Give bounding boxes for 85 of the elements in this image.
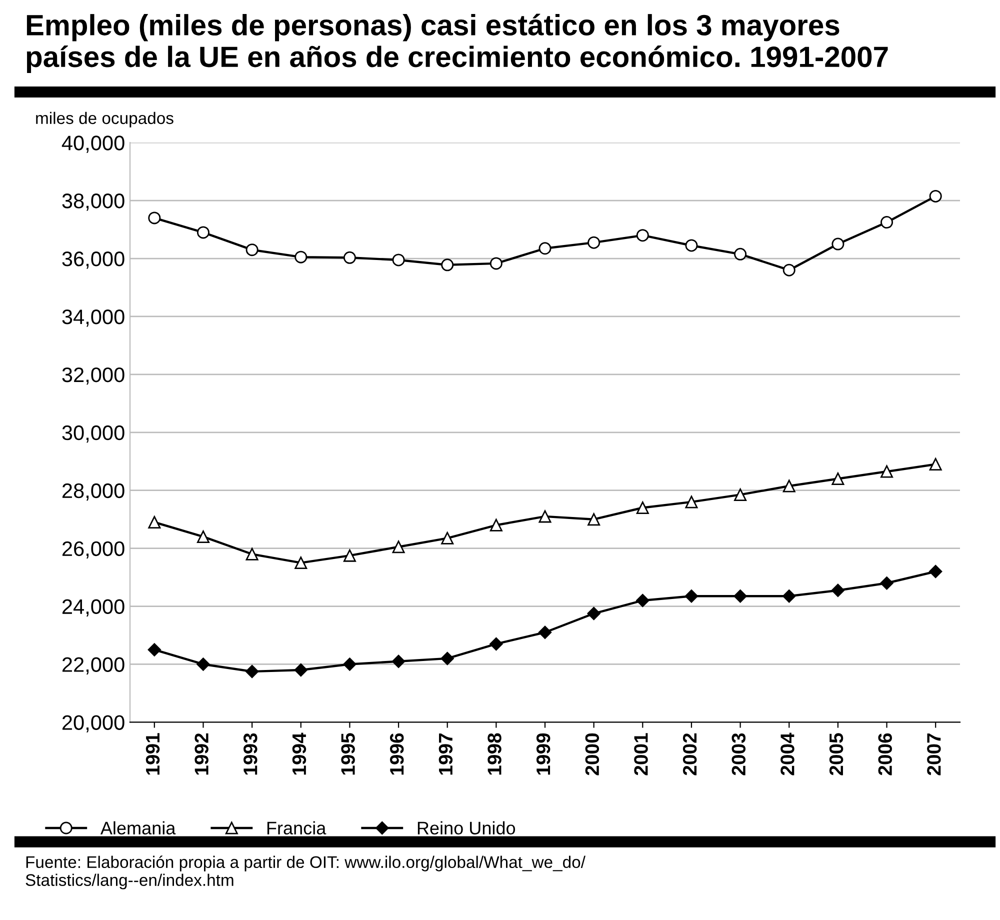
point [685, 239, 698, 252]
point [685, 496, 698, 508]
y-tick-label: 24,000 [62, 599, 124, 616]
point [441, 258, 454, 272]
point [636, 229, 649, 242]
point [782, 480, 796, 492]
chart-title: Empleo (miles de personas) casi estático en los 3 mayores países de la UE en años de crecimiento económico. 1991-2007 [26, 14, 888, 73]
y-tick-label: 30,000 [62, 425, 124, 443]
y-tick-label: 26,000 [62, 541, 124, 559]
x-tick-label: 1993 [244, 733, 258, 775]
y-tick-label: 20,000 [62, 715, 124, 732]
point [246, 548, 258, 560]
x-tick-label: 1998 [488, 733, 502, 775]
y-tick-label: 22,000 [62, 657, 124, 674]
x-tick-label: 1994 [292, 732, 306, 775]
point [392, 540, 405, 554]
point [441, 532, 454, 544]
x-tick-label: 2005 [829, 733, 844, 776]
point [196, 658, 210, 671]
point [196, 530, 210, 543]
point [929, 190, 942, 202]
point [343, 549, 356, 562]
point [246, 244, 258, 256]
point [538, 510, 552, 523]
legend-label: Reino Unido [418, 821, 516, 835]
y-tick-label: 34,000 [62, 309, 124, 327]
point [490, 637, 503, 651]
point [343, 251, 356, 264]
point [196, 226, 210, 239]
x-tick-label: 1995 [341, 733, 355, 775]
point [587, 606, 600, 620]
y-tick-label: 32,000 [62, 367, 124, 385]
x-tick-label: 1997 [438, 733, 453, 775]
point [734, 488, 747, 501]
x-tick-label: 2003 [732, 733, 746, 776]
point [294, 556, 308, 570]
x-tick-label: 2006 [878, 733, 892, 776]
source-note: Fuente: Elaboración propia a partir de OIT: www.ilo.org/global/What_we_do/ Statistics/lang--en/index.htm [26, 856, 586, 890]
point [734, 590, 747, 603]
point [392, 654, 406, 668]
point [490, 518, 502, 532]
point [343, 658, 356, 671]
point [294, 663, 308, 677]
y-axis-title: miles de ocupados [36, 112, 174, 128]
point [880, 465, 894, 478]
point [831, 584, 845, 597]
point [636, 502, 649, 514]
point [490, 257, 502, 270]
point [929, 564, 942, 578]
point [929, 458, 942, 471]
point [734, 248, 747, 260]
point [636, 594, 650, 608]
legend-label: Alemania [100, 821, 176, 835]
x-tick-label: 2004 [780, 732, 794, 776]
point [538, 242, 552, 255]
point [392, 254, 405, 266]
x-tick-label: 2002 [682, 733, 697, 776]
x-tick-label: 1999 [536, 733, 550, 775]
point [684, 590, 698, 603]
x-tick-label: 2000 [585, 733, 600, 776]
point [832, 238, 844, 250]
point [538, 626, 552, 639]
point [588, 236, 600, 249]
legend-label: Francia [267, 821, 326, 835]
point [832, 472, 844, 486]
point [880, 216, 894, 229]
y-tick-label: 28,000 [62, 483, 124, 501]
point [294, 250, 308, 264]
x-tick-label: 1992 [194, 733, 208, 775]
point [782, 590, 796, 603]
y-tick-label: 36,000 [62, 252, 124, 269]
y-tick-label: 38,000 [62, 194, 124, 211]
point [440, 652, 454, 666]
point [880, 576, 894, 590]
x-tick-label: 2007 [927, 733, 941, 776]
x-tick-label: 2001 [634, 733, 648, 776]
y-tick-label: 40,000 [62, 136, 124, 153]
point [148, 643, 161, 656]
x-tick-label: 1991 [146, 733, 160, 775]
point [782, 264, 796, 276]
point [148, 516, 161, 528]
point [148, 212, 161, 224]
point [588, 513, 600, 526]
point [245, 664, 259, 678]
x-tick-label: 1996 [390, 733, 404, 775]
